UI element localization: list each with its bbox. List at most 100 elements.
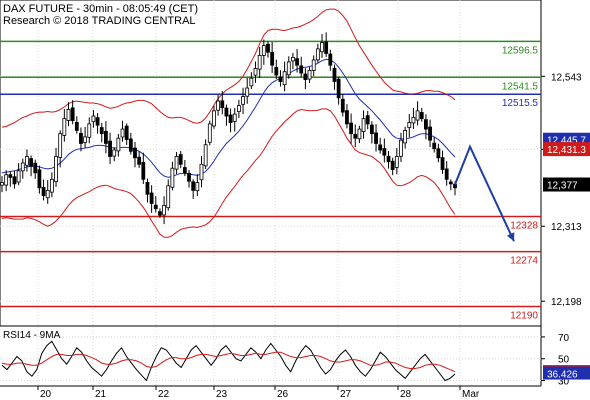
candle-body <box>278 76 283 82</box>
candle-body <box>282 71 287 86</box>
candle-body <box>394 156 399 168</box>
price-tags: 12,445.712,431.3 12,377 <box>543 132 590 192</box>
rsi-tick-label: 70 <box>558 333 570 344</box>
candle-body <box>170 167 175 188</box>
candle-body <box>54 156 58 182</box>
x-tick-label: 23 <box>216 389 228 400</box>
candle-body <box>220 100 225 108</box>
candle-body <box>116 137 121 152</box>
candle-body <box>274 67 279 76</box>
candle-body <box>99 127 104 135</box>
candle-body <box>245 87 250 97</box>
candle-body <box>390 160 395 170</box>
candle-body <box>440 157 445 170</box>
candle-body <box>25 156 29 166</box>
x-tick-label: 20 <box>40 389 52 400</box>
candle-body <box>216 100 221 111</box>
candle-body <box>103 130 108 144</box>
candle-body <box>386 155 391 163</box>
candle-body <box>241 96 245 105</box>
candle-body <box>436 148 441 159</box>
candle-body <box>336 78 341 99</box>
candle-body <box>178 154 183 165</box>
candle-body <box>432 142 437 150</box>
candle-body <box>328 53 333 66</box>
candle-body <box>303 73 308 80</box>
candles <box>0 32 457 225</box>
candle-body <box>261 45 266 56</box>
candle-body <box>29 158 33 167</box>
candle-body <box>253 68 258 76</box>
x-tick-label: 21 <box>95 389 107 400</box>
candle-body <box>45 189 50 199</box>
level-label: 12190 <box>510 310 538 321</box>
x-axis-labels: 20 21 22 23 26 27 28 Mar <box>40 389 480 400</box>
candle-body <box>153 204 158 210</box>
candle-body <box>299 65 304 74</box>
forecast-path <box>454 144 515 242</box>
candle-body <box>411 116 416 124</box>
candle-body <box>33 162 38 174</box>
rsi-tick-label: 30 <box>558 377 570 388</box>
candle-body <box>428 126 432 141</box>
x-tick-label: 28 <box>400 389 412 400</box>
candle-body <box>361 118 366 132</box>
moving-average <box>1 58 456 178</box>
candle-body <box>212 110 216 127</box>
candle-body <box>91 115 96 123</box>
candle-body <box>4 174 9 186</box>
candle-body <box>20 162 25 172</box>
candle-body <box>137 156 142 165</box>
candle-body <box>195 182 200 192</box>
candle-body <box>257 55 262 70</box>
candle-body <box>203 144 208 167</box>
rsi-tick-label: 50 <box>558 355 570 366</box>
candle-body <box>295 58 299 66</box>
candle-body <box>191 181 196 191</box>
candle-body <box>349 122 354 135</box>
candle-body <box>345 110 349 125</box>
candle-body <box>415 110 420 121</box>
lower-band <box>1 108 456 238</box>
candle-body <box>145 182 150 195</box>
candle-body <box>70 107 75 122</box>
candle-body <box>403 129 408 144</box>
candle-body <box>324 41 329 54</box>
level-label: 12596.5 <box>502 45 539 56</box>
candle-body <box>83 136 88 143</box>
price-tag-label: 12,377 <box>547 181 578 192</box>
level-label: 12274 <box>510 256 538 267</box>
upper-band <box>1 8 456 128</box>
rsi-title: RSI14 - 9MA <box>3 330 61 341</box>
level-label: 12515.5 <box>502 98 539 109</box>
forecast-arrowhead <box>506 232 515 242</box>
candle-body <box>37 169 42 189</box>
candle-body <box>378 144 383 151</box>
candle-body <box>141 161 146 180</box>
candle-body <box>382 148 387 156</box>
candle-body <box>149 192 154 204</box>
candle-body <box>12 176 17 185</box>
x-tick-label: Mar <box>462 389 480 400</box>
candle-body <box>207 123 212 143</box>
rsi-value-label: 36.426 <box>547 370 578 381</box>
rsi-panel: 70503037.769736.426 <box>0 333 590 388</box>
candle-body <box>311 59 316 71</box>
candle-body <box>448 181 453 185</box>
rsi-value-tag <box>543 366 590 380</box>
candle-body <box>58 133 63 158</box>
level-label: 12541.5 <box>502 81 539 92</box>
candle-body <box>453 183 457 189</box>
rsi-ma-line <box>1 351 456 373</box>
candle-body <box>236 105 241 112</box>
candle-body <box>315 48 320 61</box>
candle-body <box>357 128 362 140</box>
candle-body <box>286 61 291 76</box>
y-tick-label: 12,543 <box>551 72 582 83</box>
candle-body <box>79 132 83 144</box>
bollinger-bands <box>1 8 456 238</box>
y-tick-label: 12,313 <box>551 222 582 233</box>
support-resistance-levels: 12596.5 12541.5 12515.5 12328 12274 12190 <box>0 40 541 321</box>
x-tick-label: 27 <box>340 389 352 400</box>
